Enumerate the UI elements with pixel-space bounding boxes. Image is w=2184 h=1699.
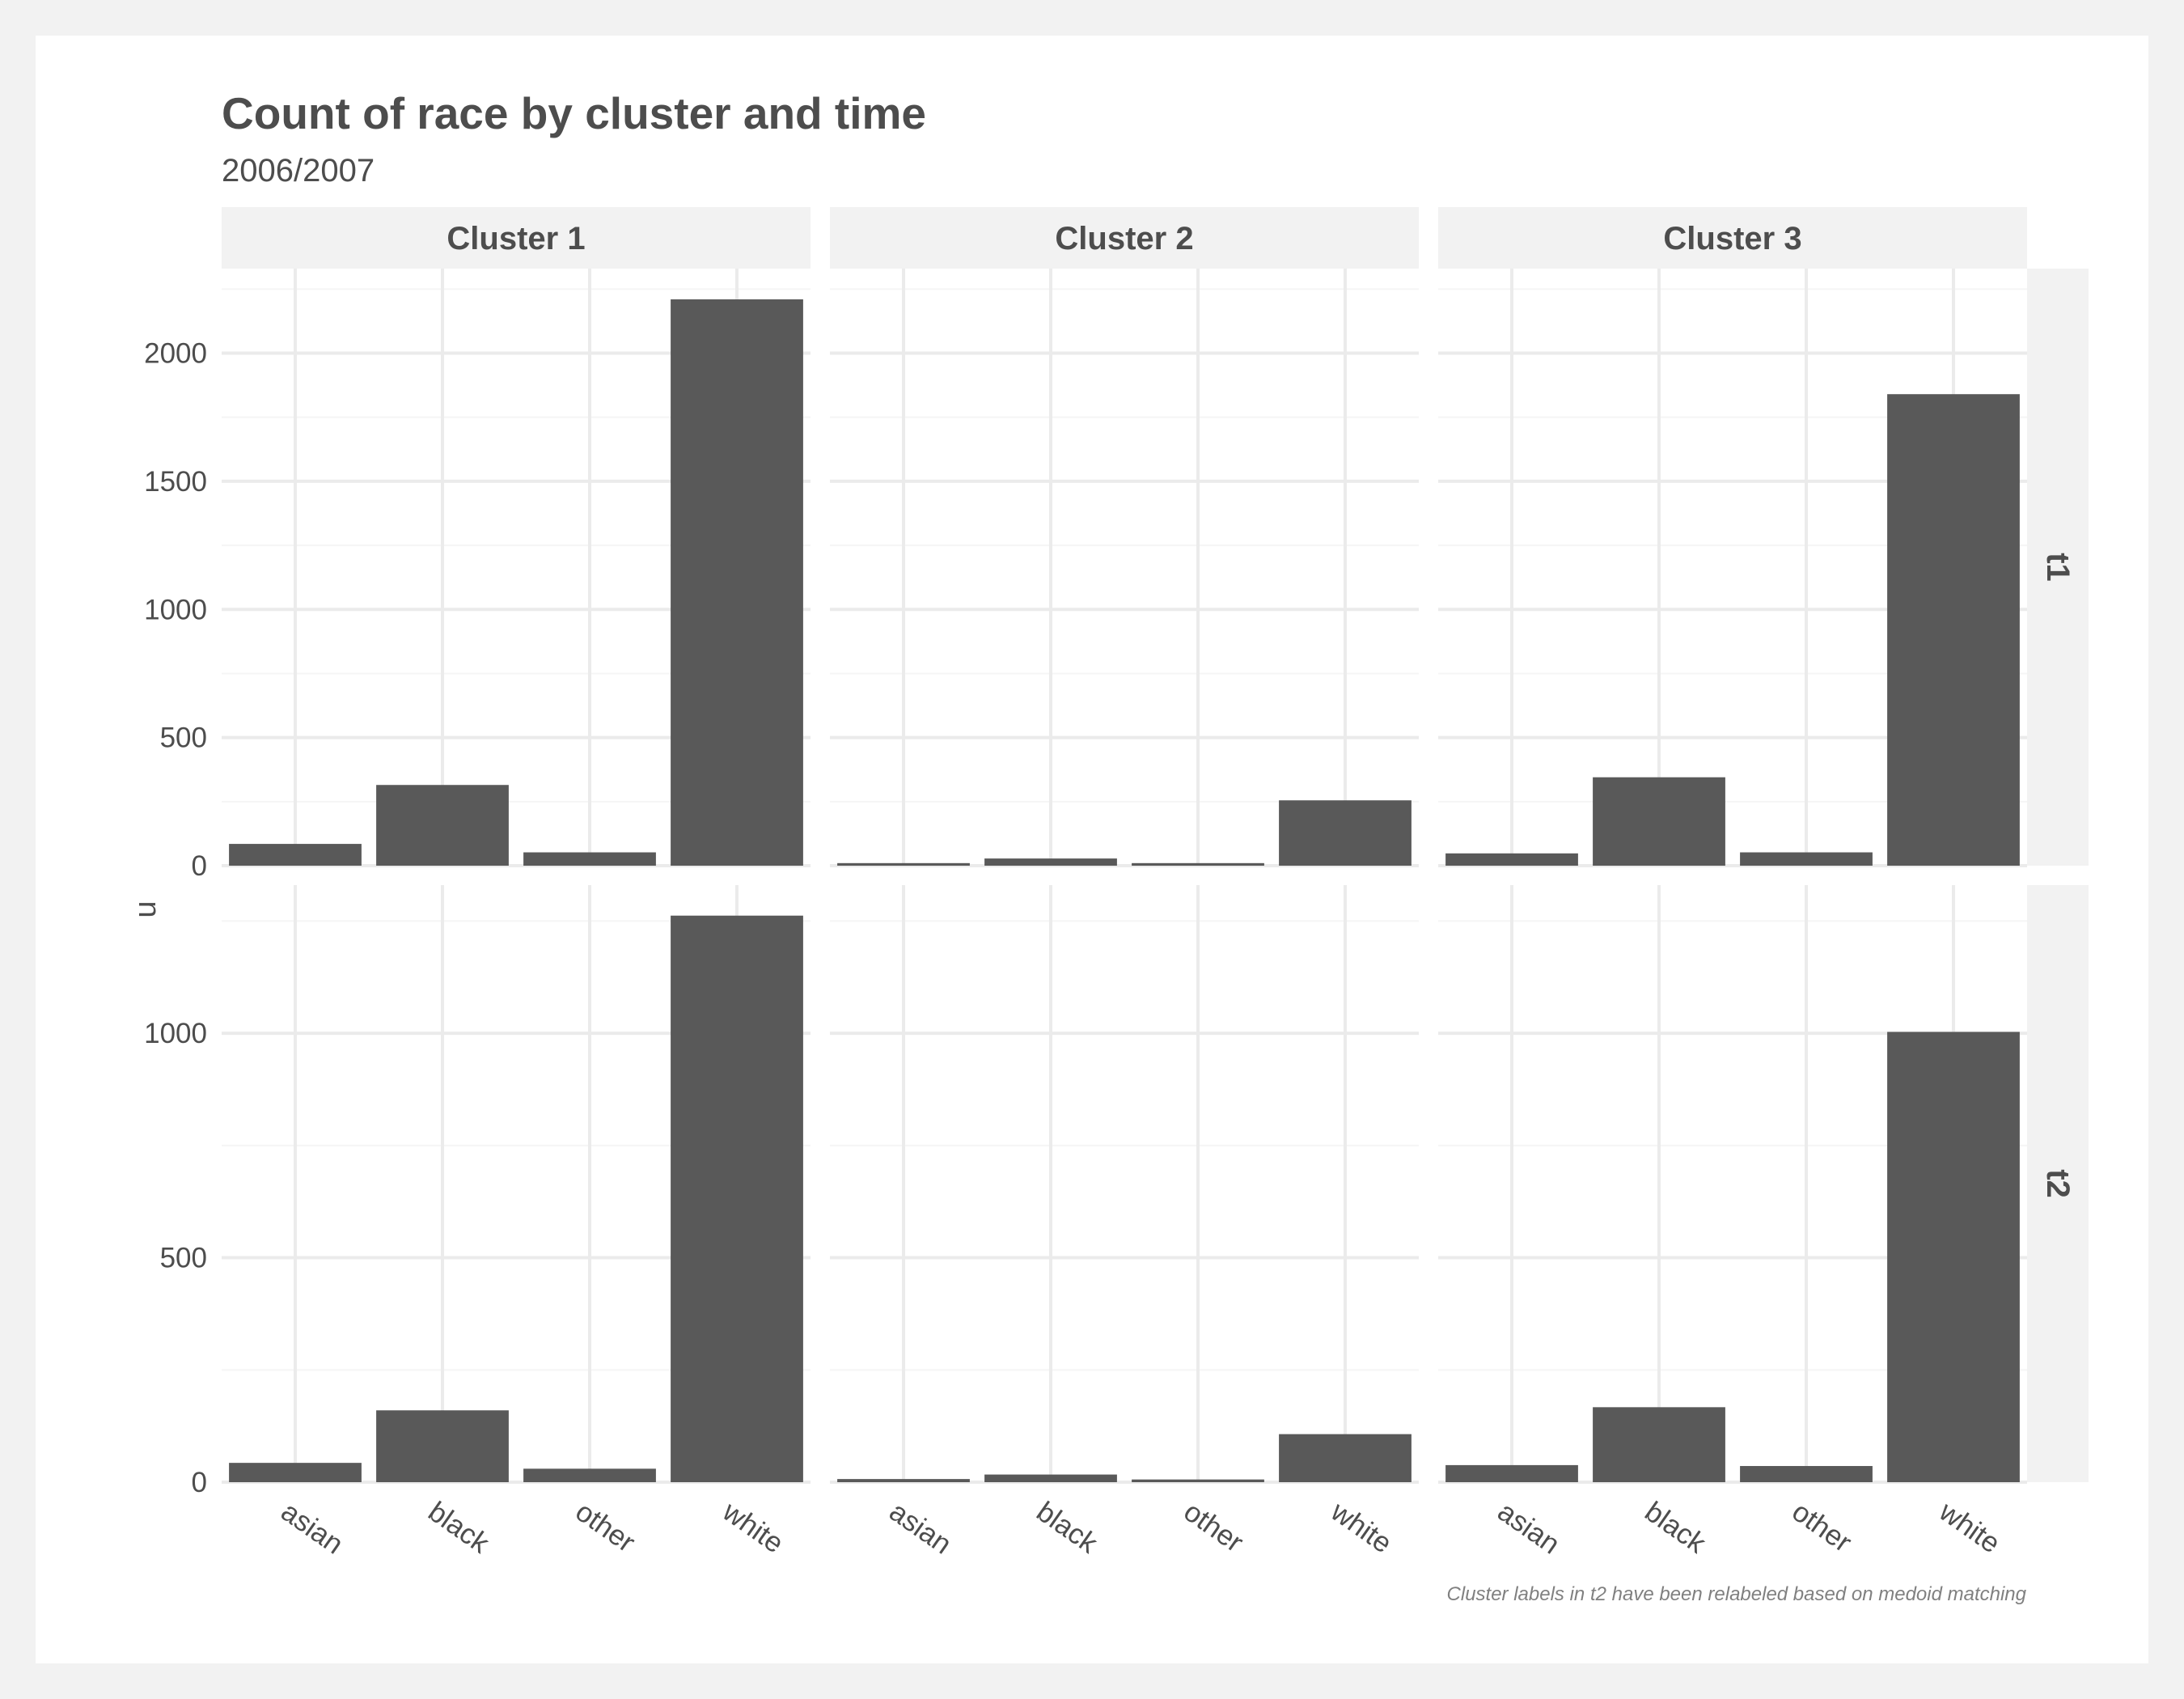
row-strip [2027, 269, 2089, 866]
bar [1887, 1032, 2020, 1482]
bar [229, 844, 362, 866]
bar [1445, 853, 1578, 866]
bar [376, 785, 509, 866]
y-tick-label: 1000 [144, 594, 207, 625]
bar [1132, 862, 1264, 866]
bar [376, 1410, 509, 1482]
y-tick-label: 500 [160, 1243, 207, 1274]
bar [1279, 800, 1412, 866]
bar [1740, 852, 1873, 866]
faceted-bar-chart: Count of race by cluster and time 2006/2… [36, 36, 2148, 1663]
bar [229, 1463, 362, 1482]
column-strip [830, 207, 1419, 269]
bar [1740, 1466, 1873, 1482]
row-strip-label: t2 [2040, 1169, 2076, 1198]
bar [1887, 394, 2020, 866]
bar [1445, 1464, 1578, 1482]
column-strip [222, 207, 811, 269]
bar [1593, 1407, 1725, 1482]
bar [837, 862, 970, 866]
y-tick-label: 1000 [144, 1018, 207, 1049]
y-tick-label: 500 [160, 722, 207, 754]
bar [984, 858, 1117, 866]
bar [523, 852, 656, 866]
bar [523, 1468, 656, 1482]
bar [671, 915, 803, 1482]
column-strip-label: Cluster 2 [1055, 221, 1193, 256]
row-strip-label: t1 [2040, 553, 2076, 582]
bar [837, 1479, 970, 1482]
column-strip-label: Cluster 1 [447, 221, 585, 256]
y-tick-label: 0 [192, 1467, 207, 1498]
y-axis-title: n [132, 900, 166, 917]
bar [671, 299, 803, 866]
bar [1593, 777, 1725, 866]
bar [984, 1474, 1117, 1482]
chart-title: Count of race by cluster and time [222, 88, 926, 138]
y-tick-label: 2000 [144, 338, 207, 370]
column-strip-label: Cluster 3 [1663, 221, 1801, 256]
y-tick-label: 1500 [144, 466, 207, 498]
column-strip [1438, 207, 2027, 269]
chart-caption: Cluster labels in t2 have been relabeled… [1447, 1583, 2027, 1605]
y-tick-label: 0 [192, 850, 207, 882]
chart-subtitle: 2006/2007 [222, 153, 375, 189]
row-strip [2027, 885, 2089, 1482]
bar [1279, 1434, 1412, 1482]
bar [1132, 1479, 1264, 1482]
